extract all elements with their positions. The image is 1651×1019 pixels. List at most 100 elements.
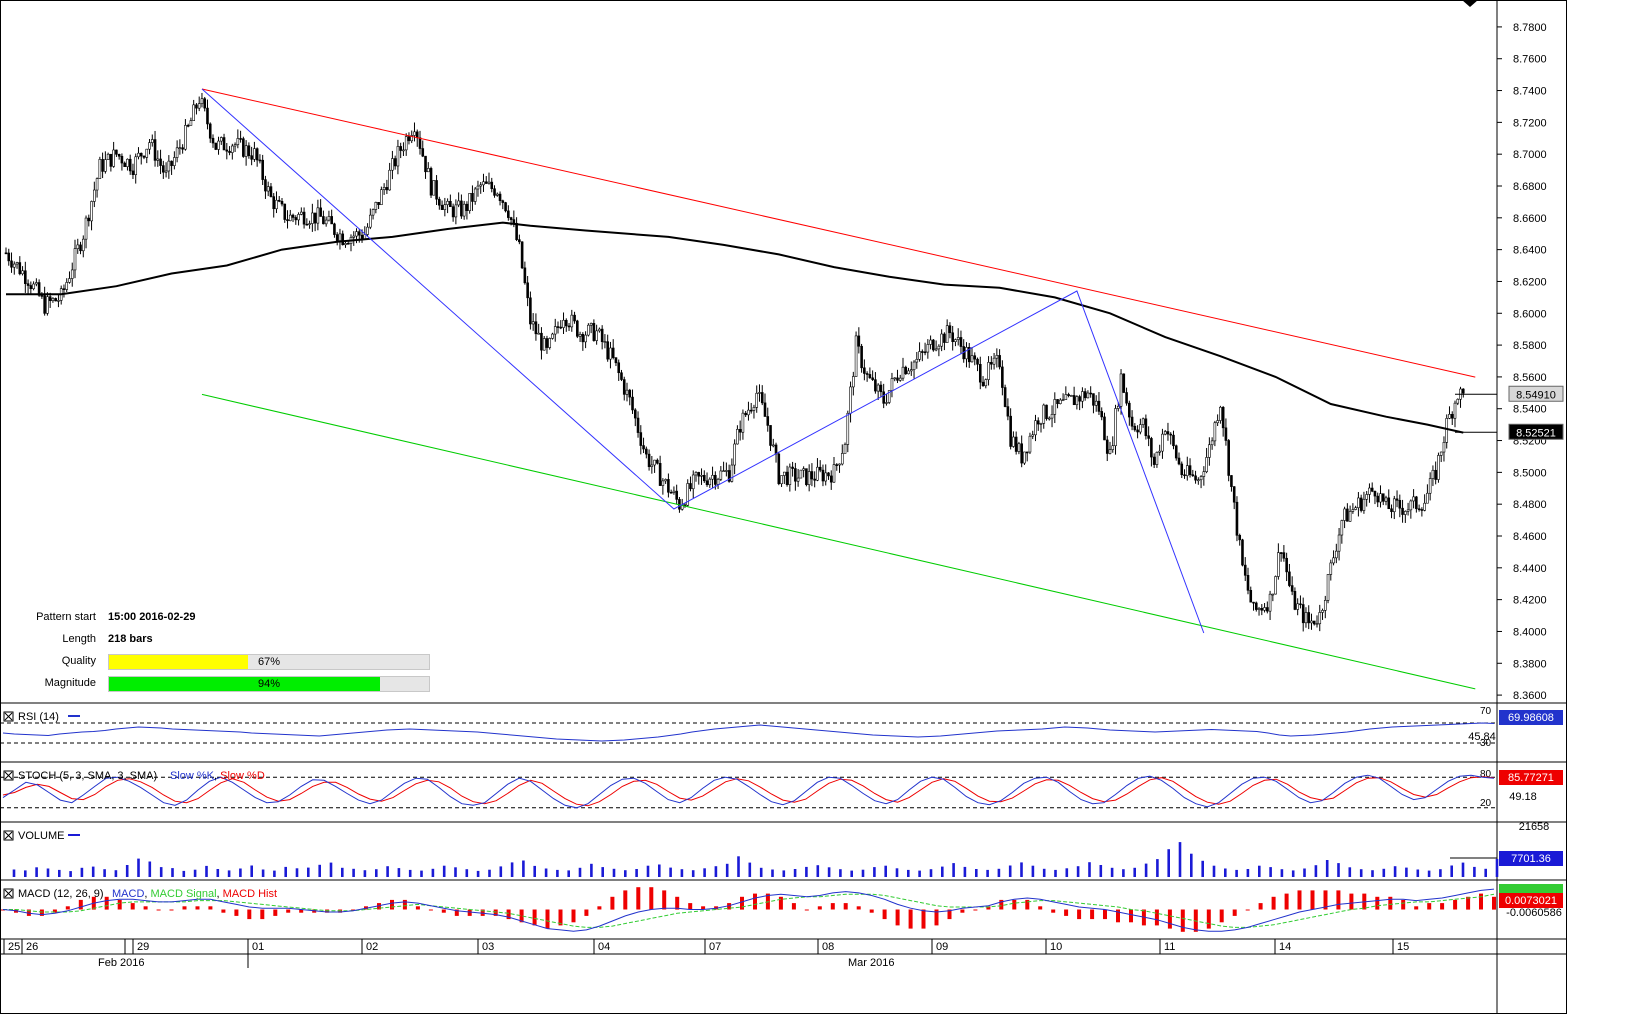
price-tick-label: 8.6600 (1513, 213, 1547, 225)
candle-body (170, 160, 173, 166)
candle-body (1034, 420, 1037, 436)
macd-hist-bar (182, 906, 187, 910)
candle-body (1185, 465, 1189, 477)
stoch-value-label: 85.77271 (1508, 772, 1554, 784)
pattern-length-label: Length (62, 633, 96, 645)
candle-body (393, 158, 397, 167)
volume-bar (1224, 868, 1227, 877)
price-tick-label: 8.7400 (1513, 86, 1547, 98)
candle-body (46, 296, 49, 314)
candle-body (1249, 589, 1253, 603)
candle-body (250, 155, 253, 160)
candle-body (1188, 465, 1192, 475)
candle-body (1097, 400, 1101, 412)
candle-body (954, 339, 957, 343)
macd-hist-bar (960, 909, 965, 913)
pattern-start-label: Pattern start (36, 611, 96, 623)
candle-body (1031, 434, 1035, 437)
time-tick-label: 02 (366, 941, 378, 953)
candle-body (584, 334, 587, 343)
volume-bar (1291, 870, 1295, 877)
candle-body (344, 243, 347, 246)
volume-bar (1201, 860, 1204, 877)
candle-body (471, 193, 474, 202)
price-tick-label: 8.7200 (1513, 117, 1547, 129)
candle-body (1194, 475, 1197, 481)
candle-body (1390, 508, 1393, 513)
volume-bar (646, 865, 650, 877)
candle-body (233, 144, 237, 147)
candle-body (200, 98, 204, 104)
candle-body (1357, 497, 1360, 509)
candle-body (1039, 423, 1043, 425)
candle-body (1023, 451, 1026, 464)
candle-body (512, 219, 516, 224)
price-tick-label: 8.6800 (1513, 181, 1547, 193)
macd-legend: MACD (112, 888, 144, 900)
candle-body (774, 444, 778, 455)
candle-body (1307, 612, 1311, 624)
candle-body (123, 162, 126, 167)
candle-body (587, 324, 590, 336)
candle-body (1354, 507, 1357, 510)
candle-body (860, 345, 863, 369)
candle-body (1224, 427, 1228, 441)
rsi-tick-label: 45.84 (1468, 731, 1496, 743)
candle-body (115, 149, 118, 155)
candle-body (1409, 500, 1413, 511)
candle-body (1141, 418, 1145, 425)
candle-body (650, 464, 654, 467)
candle-body (1174, 445, 1178, 459)
candle-body (443, 204, 447, 210)
candle-body (1094, 400, 1098, 406)
resistance-line (201, 88, 1476, 378)
stoch-tick-label: 49.18 (1509, 791, 1537, 803)
candle-body (893, 377, 897, 380)
candle-body (264, 179, 267, 192)
magnitude-bar-value: 94% (257, 678, 281, 690)
candle-body (1014, 436, 1018, 452)
candle-body (636, 417, 640, 433)
candle-body (184, 125, 187, 150)
volume-bar (1484, 868, 1487, 877)
volume-bar (1167, 849, 1170, 877)
macd-hist-bar (1336, 890, 1341, 910)
candle-body (1081, 391, 1084, 402)
stoch-legend: Slow %K, Slow %D (170, 770, 265, 782)
candle-body (1387, 497, 1391, 510)
macd-hist-bar (234, 909, 239, 916)
candle-body (493, 188, 496, 196)
candle-body (694, 472, 698, 476)
candle-body (672, 490, 676, 493)
macd-hist-bar (1284, 893, 1289, 910)
candle-body (794, 468, 797, 482)
candle-body (755, 392, 759, 408)
macd-hist-bar (545, 909, 550, 929)
volume-bar (1348, 867, 1352, 877)
candle-body (275, 199, 278, 210)
candle-body (606, 341, 609, 360)
price-tick-label: 8.7600 (1513, 54, 1547, 66)
candle-body (357, 231, 361, 236)
candle-body (126, 158, 129, 167)
volume-bar (703, 868, 706, 877)
candle-body (708, 478, 712, 486)
volume-bar (1156, 859, 1159, 877)
candle-body (48, 296, 52, 302)
candle-body (1072, 395, 1076, 406)
macd-hist-bar (558, 909, 563, 926)
candle-body (173, 157, 176, 166)
price-tick-label: 8.4000 (1513, 626, 1547, 638)
candle-body (918, 351, 921, 360)
candle-body (214, 142, 218, 150)
volume-bar (759, 867, 763, 877)
candle-body (570, 314, 574, 328)
candle-body (1299, 603, 1302, 606)
volume-bar (1314, 865, 1318, 877)
volume-tick-label: 21658 (1519, 821, 1550, 833)
candle-body (1359, 497, 1363, 511)
candle-body (286, 219, 289, 222)
candle-body (432, 180, 436, 196)
volume-bar (624, 870, 627, 877)
candle-body (829, 475, 833, 483)
